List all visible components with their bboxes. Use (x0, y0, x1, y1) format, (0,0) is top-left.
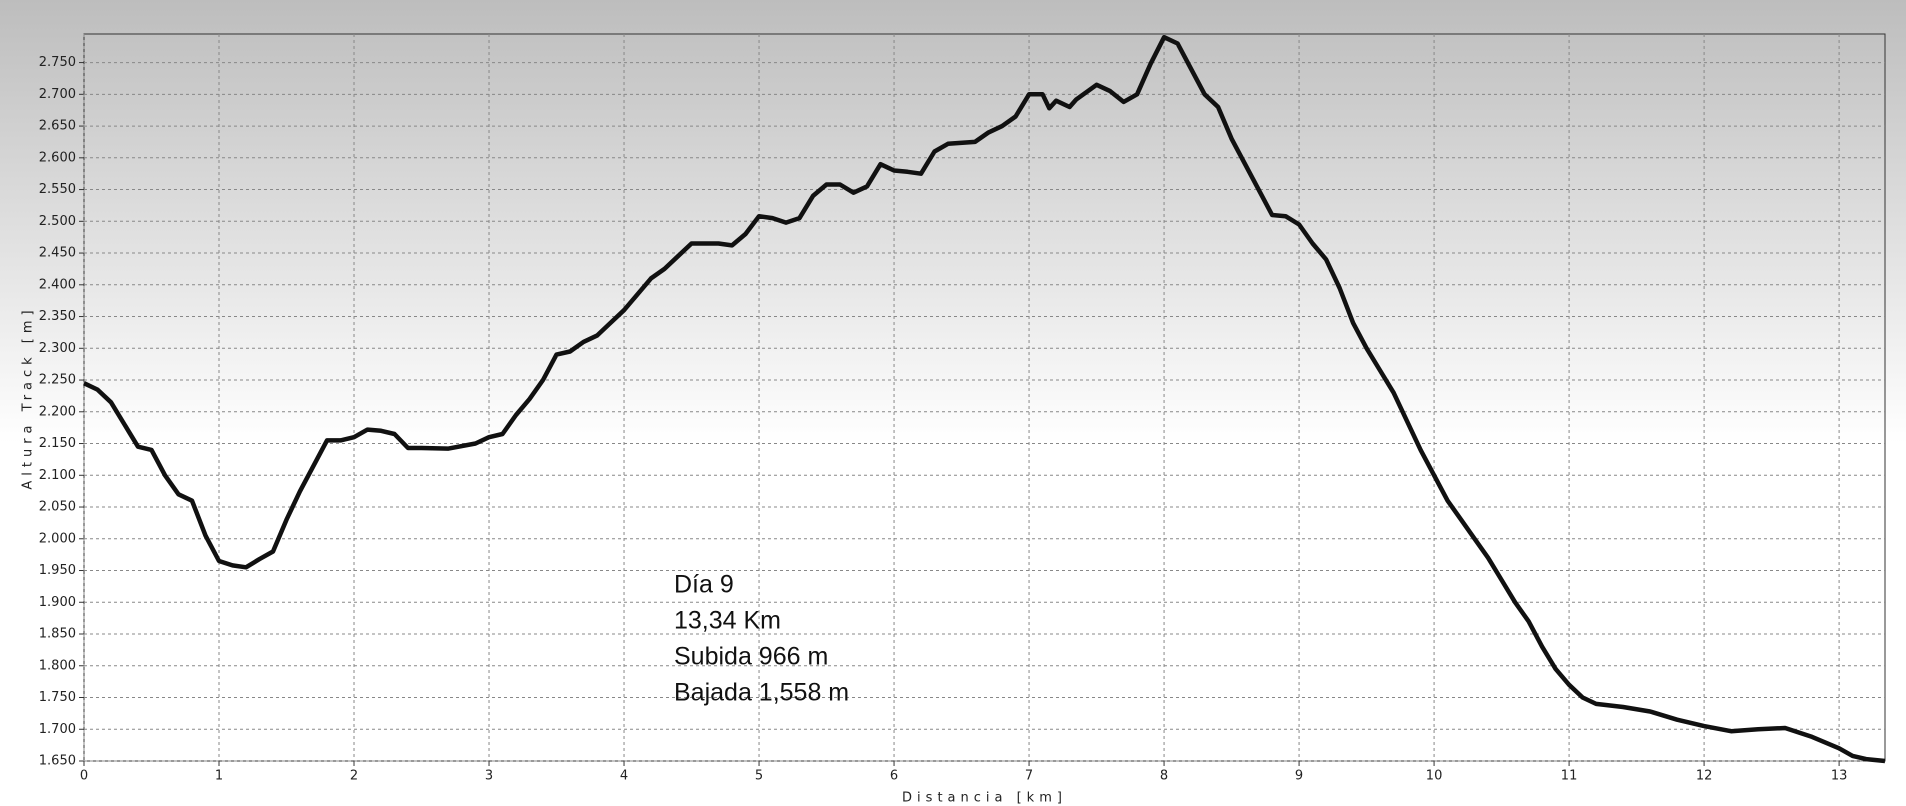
x-tick-label: 11 (1561, 769, 1578, 784)
x-tick-label: 4 (620, 769, 628, 784)
elevation-line (83, 34, 1886, 764)
y-tick-label: 1.900 (39, 595, 76, 610)
y-tick-label: 2.600 (39, 150, 76, 165)
y-tick-label: 2.550 (39, 182, 76, 197)
y-tick-label: 1.650 (39, 754, 76, 769)
x-tick-label: 6 (890, 769, 898, 784)
x-tick-label: 13 (1831, 769, 1848, 784)
y-tick-label: 1.700 (39, 722, 76, 737)
x-axis-label: Distancia [km] (902, 791, 1067, 806)
annotation: Día 9 (674, 571, 734, 599)
y-tick-label: 2.300 (39, 341, 76, 356)
annotation: Subida 966 m (674, 643, 828, 671)
y-tick-label: 2.450 (39, 246, 76, 261)
y-tick-label: 2.000 (39, 531, 76, 546)
y-tick-label: 2.250 (39, 373, 76, 388)
y-tick-label: 1.850 (39, 627, 76, 642)
y-tick-label: 2.100 (39, 468, 76, 483)
y-tick-label: 1.800 (39, 658, 76, 673)
x-tick-label: 7 (1025, 769, 1033, 784)
y-tick-label: 2.700 (39, 87, 76, 102)
y-tick-label: 2.350 (39, 309, 76, 324)
y-tick-label: 2.750 (39, 55, 76, 70)
y-tick-label: 2.050 (39, 500, 76, 515)
x-tick-label: 12 (1696, 769, 1713, 784)
x-tick-label: 1 (215, 769, 223, 784)
x-tick-label: 2 (350, 769, 358, 784)
x-tick-label: 10 (1426, 769, 1443, 784)
annotation: Bajada 1,558 m (674, 679, 849, 707)
x-tick-label: 8 (1160, 769, 1168, 784)
y-tick-label: 2.500 (39, 214, 76, 229)
y-tick-label: 2.400 (39, 277, 76, 292)
y-tick-label: 2.200 (39, 404, 76, 419)
annotation: 13,34 Km (674, 607, 781, 635)
x-tick-label: 3 (485, 769, 493, 784)
y-tick-label: 1.750 (39, 690, 76, 705)
y-axis-label: Altura Track [m] (21, 305, 36, 489)
x-tick-label: 9 (1295, 769, 1303, 784)
x-tick-label: 0 (80, 769, 88, 784)
y-tick-label: 2.650 (39, 119, 76, 134)
y-tick-label: 2.150 (39, 436, 76, 451)
y-tick-label: 1.950 (39, 563, 76, 578)
x-tick-label: 5 (755, 769, 763, 784)
